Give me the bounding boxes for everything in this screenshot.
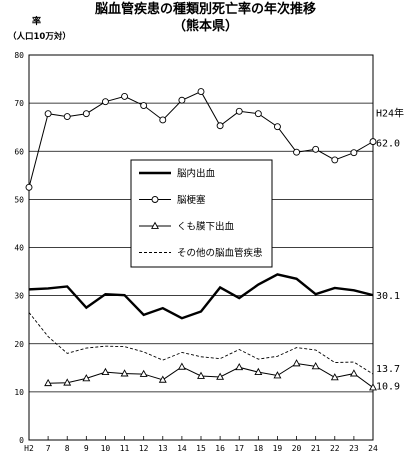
y-axis-label: 率 <box>32 17 42 27</box>
data-point <box>197 88 205 96</box>
data-point <box>120 369 129 377</box>
data-point <box>293 148 301 156</box>
data-point <box>312 145 320 153</box>
data-point <box>63 378 72 386</box>
data-point <box>273 371 282 379</box>
data-point <box>235 107 243 115</box>
x-tick-label: 13 <box>158 444 168 453</box>
legend-label: 脳梗塞 <box>177 194 206 206</box>
x-tick-label: 22 <box>330 444 340 453</box>
data-point <box>331 156 339 164</box>
y-tick-label: 30 <box>14 292 24 301</box>
data-point <box>197 371 205 379</box>
x-tick-label: 17 <box>234 444 244 453</box>
end-value-label: 62.0 <box>376 139 400 150</box>
y-tick-label: 40 <box>14 244 24 253</box>
data-point <box>63 113 71 121</box>
data-point <box>350 149 358 157</box>
data-point <box>292 359 301 367</box>
data-point <box>159 116 167 124</box>
legend-label: くも膜下出血 <box>177 221 235 233</box>
x-tick-label: 10 <box>101 444 111 453</box>
x-tick-label: 20 <box>292 444 302 453</box>
x-tick-label: 8 <box>65 444 70 453</box>
data-point <box>235 362 244 371</box>
data-point <box>311 362 320 370</box>
x-tick-label: 7 <box>46 444 51 453</box>
series-circle-markers <box>25 88 377 191</box>
data-point <box>178 96 186 104</box>
series-thick-solid <box>28 273 374 320</box>
end-value-label: 10.9 <box>376 382 400 393</box>
data-point <box>25 183 33 191</box>
series-line <box>48 362 374 388</box>
x-tick-label: 12 <box>139 444 149 453</box>
end-value-label: 13.7 <box>376 364 400 375</box>
data-point <box>151 196 159 203</box>
data-point <box>216 372 225 380</box>
series-line <box>28 273 374 320</box>
chart-title: 脳血管疾患の種類別死亡率の年次推移 <box>94 2 316 17</box>
data-point <box>254 367 263 375</box>
data-point <box>139 369 148 377</box>
data-point <box>158 375 167 383</box>
x-tick-label: 23 <box>349 444 359 453</box>
data-point <box>44 378 53 387</box>
x-tick-label: 19 <box>273 444 283 453</box>
x-tick-label: H2 <box>24 444 34 453</box>
data-point <box>140 102 148 109</box>
data-point <box>216 122 224 130</box>
x-tick-label: 9 <box>84 444 89 453</box>
data-point <box>369 383 377 391</box>
data-point <box>101 98 109 106</box>
y-tick-label: 10 <box>14 388 24 397</box>
y-tick-label: 0 <box>19 436 24 445</box>
data-point <box>177 362 186 370</box>
data-point <box>101 367 110 375</box>
data-point <box>254 110 262 118</box>
data-point <box>121 92 129 100</box>
y-tick-label: 20 <box>14 340 24 349</box>
data-point <box>82 110 90 118</box>
data-point <box>273 123 281 131</box>
series-dashed <box>28 312 374 375</box>
legend-label: その他の脳血管疾患 <box>177 247 263 259</box>
y-tick-label: 80 <box>14 51 24 60</box>
x-tick-label: 24 <box>368 444 378 453</box>
y-axis-unit: （人口10万対） <box>8 32 71 42</box>
end-value-label: H24年 <box>376 107 404 120</box>
legend-box <box>130 159 273 268</box>
series-triangle-markers <box>44 359 377 391</box>
x-tick-label: 16 <box>215 444 225 453</box>
series-line <box>28 312 374 375</box>
x-tick-label: 14 <box>177 444 187 453</box>
data-point <box>151 221 159 229</box>
x-tick-label: 11 <box>120 444 130 453</box>
x-tick-label: 15 <box>196 444 206 453</box>
end-value-label: 30.1 <box>376 291 400 302</box>
data-point <box>44 110 52 118</box>
y-tick-label: 60 <box>14 147 24 156</box>
y-tick-label: 70 <box>14 99 24 108</box>
data-point <box>330 373 339 381</box>
data-point <box>82 374 91 382</box>
data-point <box>369 138 377 146</box>
legend-label: 脳内出血 <box>177 168 216 180</box>
y-tick-label: 50 <box>14 195 24 204</box>
chart-subtitle: （熊本県） <box>172 19 238 34</box>
x-tick-label: 21 <box>311 444 321 453</box>
data-point <box>349 369 358 377</box>
x-tick-label: 18 <box>254 444 264 453</box>
